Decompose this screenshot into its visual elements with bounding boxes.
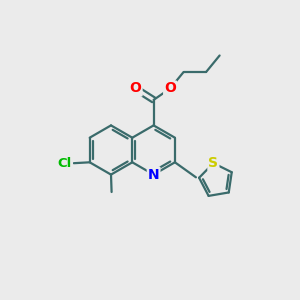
Text: N: N: [148, 168, 159, 182]
Text: O: O: [130, 82, 142, 95]
Text: Cl: Cl: [58, 157, 72, 170]
Text: S: S: [208, 156, 218, 170]
Text: O: O: [164, 82, 176, 95]
